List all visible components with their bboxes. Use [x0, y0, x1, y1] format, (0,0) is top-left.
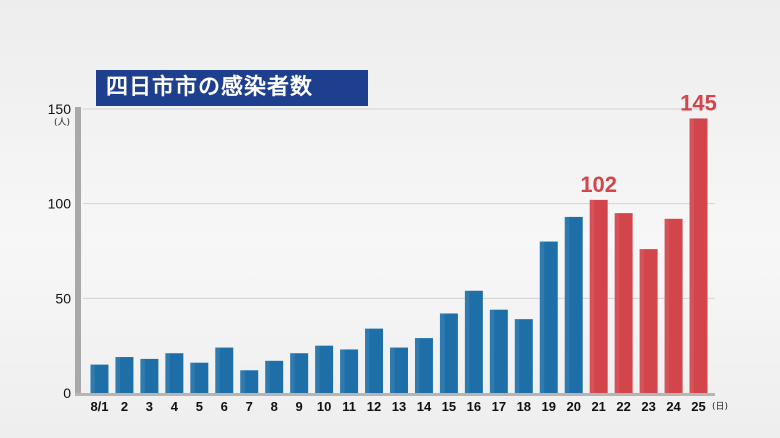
bar: [464, 290, 483, 393]
bar-highlight: [514, 319, 520, 393]
x-tick-label: 14: [417, 399, 432, 414]
bar-highlight: [240, 370, 245, 393]
bar: [365, 328, 384, 393]
bar: [115, 357, 134, 393]
bar: [165, 353, 184, 393]
x-tick-label: 4: [171, 399, 179, 414]
bar: [90, 364, 109, 393]
y-tick-label: 100: [48, 196, 72, 212]
x-tick-label: 21: [591, 399, 605, 414]
x-tick-label: 17: [492, 399, 506, 414]
bar-highlight: [340, 349, 345, 393]
bar: [514, 319, 533, 393]
bar-highlight: [639, 249, 645, 393]
bar-highlight: [165, 353, 170, 393]
x-tick-label: 13: [392, 399, 406, 414]
bar: [190, 362, 209, 393]
y-tick-label: 0: [63, 385, 71, 401]
x-tick-label: 7: [246, 399, 253, 414]
bar-highlight: [464, 290, 470, 393]
x-tick-label: 23: [641, 399, 655, 414]
bar-highlight: [589, 199, 595, 393]
bar-highlight: [215, 347, 220, 393]
x-tick-label: 8: [271, 399, 278, 414]
bar: [290, 353, 309, 393]
bar: [240, 370, 259, 393]
bar: [340, 349, 359, 393]
bar: [639, 249, 658, 393]
bar-highlight: [489, 309, 495, 393]
y-axis: [75, 107, 81, 393]
bar-highlight: [390, 347, 395, 393]
bar: [390, 347, 408, 393]
bar-highlight: [140, 358, 145, 393]
x-axis: [75, 393, 715, 396]
bar: [539, 241, 558, 393]
bar: [215, 347, 234, 393]
bar: [589, 199, 608, 393]
x-tick-label: 12: [367, 399, 381, 414]
bar-highlight: [365, 328, 370, 393]
x-tick-label: 24: [666, 399, 681, 414]
bar-highlight: [664, 218, 670, 393]
x-axis-unit: (日): [712, 402, 729, 412]
y-tick-label: 50: [55, 290, 71, 306]
bar: [489, 309, 508, 393]
bar: [140, 358, 159, 393]
chart-title: 四日市市の感染者数: [96, 70, 368, 106]
x-tick-label: 18: [517, 399, 531, 414]
y-axis-unit: (人): [54, 118, 71, 128]
bar: [265, 360, 284, 393]
x-tick-label: 6: [221, 399, 228, 414]
bar-highlight: [265, 360, 270, 393]
x-tick-label: 20: [566, 399, 580, 414]
x-tick-label: 16: [467, 399, 481, 414]
bar-highlight: [115, 357, 120, 393]
bar-highlight: [315, 345, 320, 393]
x-tick-label: 15: [442, 399, 456, 414]
y-tick-label: 150: [48, 101, 72, 117]
x-tick-label: 11: [342, 399, 356, 414]
x-tick-label: 22: [616, 399, 630, 414]
x-tick-label: 5: [196, 399, 203, 414]
bar: [689, 118, 708, 393]
x-tick-label: 9: [296, 399, 303, 414]
x-tick-label: 25: [691, 399, 705, 414]
bar: [439, 313, 458, 393]
bar: [564, 216, 583, 393]
data-label: 145: [680, 90, 717, 115]
data-label: 102: [580, 172, 617, 197]
bar-highlight: [90, 364, 95, 393]
bar-highlight: [614, 213, 620, 393]
bar-highlight: [290, 353, 295, 393]
bar-highlight: [689, 118, 695, 393]
bar: [315, 345, 334, 393]
bar-highlight: [564, 216, 570, 393]
x-tick-label: 10: [317, 399, 331, 414]
x-tick-label: 8/1: [90, 399, 108, 414]
bar: [664, 218, 683, 393]
bar-highlight: [439, 313, 445, 393]
bar-highlight: [190, 362, 195, 393]
bar: [614, 213, 633, 393]
x-tick-label: 19: [542, 399, 556, 414]
bar: [414, 338, 433, 393]
x-tick-label: 2: [121, 399, 128, 414]
bar-highlight: [414, 338, 420, 393]
bar-highlight: [539, 241, 545, 393]
x-tick-label: 3: [146, 399, 153, 414]
